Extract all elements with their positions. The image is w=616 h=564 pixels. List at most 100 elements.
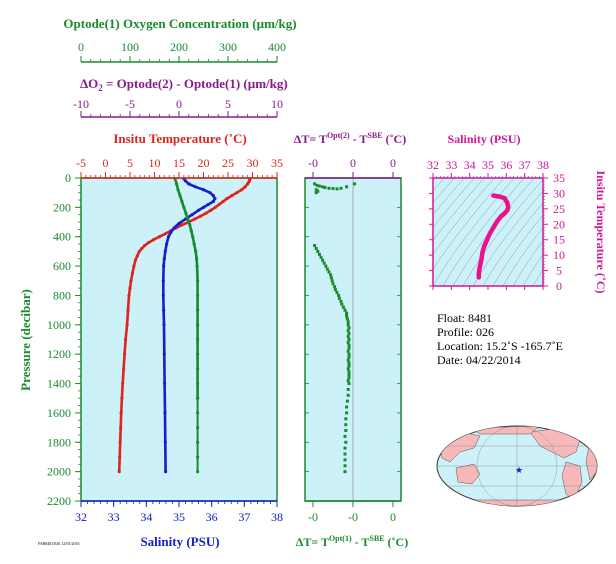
delta-t-series [313, 182, 357, 474]
temperature-tick-label: -5 [76, 156, 86, 170]
oxygen-profile-point [174, 182, 179, 186]
delta-t-opt2-point [313, 182, 317, 186]
ts-contour-line [433, 178, 475, 228]
temperature-profile-point [137, 249, 141, 254]
ts-panel-bg [433, 178, 543, 286]
ts-point [491, 225, 496, 230]
delta-o2-tick-label: 5 [225, 97, 231, 111]
salinity-profile-point [162, 308, 166, 312]
delta-t-opt1-point [347, 355, 351, 359]
ts-point [479, 256, 484, 261]
delta-t-opt1-point [347, 326, 351, 330]
oxygen-axis: 0 100 200 300 400 [78, 40, 286, 63]
delta-t-opt2-point [353, 182, 357, 186]
salinity-profile-point [169, 230, 173, 234]
salinity-profile-point [162, 257, 166, 261]
ts-temp-tick-label: 5 [556, 264, 562, 278]
salinity-profile-point [172, 226, 176, 230]
ts-contour-line [502, 227, 543, 286]
temperature-profile-point [198, 214, 203, 218]
ts-temperature-title: Insitu Temperature (˚C) [594, 170, 608, 293]
delta-t-opt1-point [346, 387, 350, 391]
salinity-profile-point [206, 202, 210, 207]
temperature-profile-point [132, 264, 136, 268]
delta-t-opt1-point [347, 352, 351, 356]
oxygen-profile-point [196, 323, 200, 327]
oxygen-profile-point [196, 279, 200, 283]
delta-t-opt1-point [345, 405, 349, 409]
salinity-tick-label: 37 [238, 510, 250, 524]
delta-t-top-tick-label: 0 [350, 156, 356, 170]
salinity-profile-point [162, 264, 166, 268]
delta-t-top-title: ΔT= TOpt(2) - TSBE (˚C) [294, 131, 406, 146]
delta-t-opt1-point [344, 440, 348, 444]
oxygen-profile-point [194, 249, 198, 254]
delta-t-opt2-point [314, 191, 318, 195]
delta-t-opt2-point [316, 189, 320, 193]
temperature-tick-label: 25 [222, 156, 234, 170]
temperature-profile-point [140, 246, 144, 251]
oxygen-profile-point [196, 337, 200, 342]
delta-t-opt1-point [347, 382, 351, 386]
delta-t-opt1-point [347, 338, 351, 341]
ts-sal-tick-label: 35 [482, 158, 494, 172]
delta-o2-tick-label: -10 [73, 97, 89, 111]
delta-t-bottom-tick-label: -0 [348, 510, 358, 524]
salinity-axis-title: Salinity (PSU) [140, 534, 219, 549]
delta-t-opt1-point [337, 296, 341, 300]
oxygen-tick-label: 300 [219, 40, 237, 54]
temperature-axis-title: Insitu Temperature (˚C) [113, 131, 246, 146]
ts-point [487, 231, 493, 236]
ts-contour-line [433, 178, 485, 242]
ts-contour-line [492, 214, 543, 286]
salinity-tick-label: 35 [173, 510, 185, 524]
delta-t-bottom-tick-label: -0 [308, 510, 318, 524]
delta-t-opt1-point [333, 288, 337, 292]
oxygen-profile-point [196, 308, 200, 312]
salinity-profile-point [166, 235, 171, 239]
delta-t-opt1-point [329, 273, 333, 277]
ts-sal-tick-label: 38 [537, 158, 549, 172]
temperature-profile-point [147, 241, 151, 245]
salinity-profile-point [163, 411, 167, 415]
oxygen-profile-point [196, 381, 200, 386]
oxygen-profile-point [192, 242, 196, 246]
salinity-profile-point [164, 470, 168, 474]
delta-t-opt1-point [346, 323, 350, 327]
temperature-axis: -5 0 5 10 15 20 25 30 35 [76, 156, 283, 178]
temperature-tick-label: 35 [271, 156, 283, 170]
delta-t-opt2-point [345, 185, 349, 189]
pressure-tick-label: 0 [65, 171, 71, 185]
delta-t-opt1-point [344, 429, 348, 433]
temperature-profile-point [128, 286, 132, 290]
ts-temp-tick-label: 10 [553, 248, 565, 262]
temperature-profile-point [123, 337, 128, 342]
delta-t-opt2-point [315, 183, 319, 187]
temperature-profile-point [204, 211, 208, 215]
ts-salinity-title: Salinity (PSU) [447, 132, 520, 146]
temperature-tick-label: 30 [247, 156, 259, 170]
map-graticule [437, 426, 597, 506]
oxygen-tick-label: 200 [170, 40, 188, 54]
delta-t-opt1-point [345, 399, 349, 403]
salinity-profile-point [162, 352, 166, 356]
pressure-tick-label: 2200 [47, 494, 71, 508]
salinity-profile-point [193, 185, 197, 189]
temperature-profile-point [120, 396, 124, 400]
temperature-profile-point [240, 188, 244, 192]
delta-o2-axis-title: ΔO2 = Optode(2) - Optode(1) (µm/kg) [80, 76, 288, 93]
salinity-profile-point [211, 199, 215, 204]
temperature-profile-point [121, 381, 125, 386]
delta-t-opt1-point [344, 417, 348, 421]
location: Location: 15.2˚S -165.7˚E [437, 339, 563, 353]
world-map: ★ [436, 425, 598, 507]
delta-t-opt2-point [323, 186, 327, 190]
oxygen-profile-point [178, 194, 182, 198]
delta-t-opt1-point [321, 258, 325, 262]
ts-point [502, 211, 507, 216]
delta-t-opt1-point [324, 264, 328, 268]
delta-t-opt1-point [345, 314, 349, 318]
ts-sal-tick-label: 37 [519, 158, 531, 172]
temperature-profile-point [119, 411, 123, 415]
oxygen-profile-point [184, 211, 188, 215]
